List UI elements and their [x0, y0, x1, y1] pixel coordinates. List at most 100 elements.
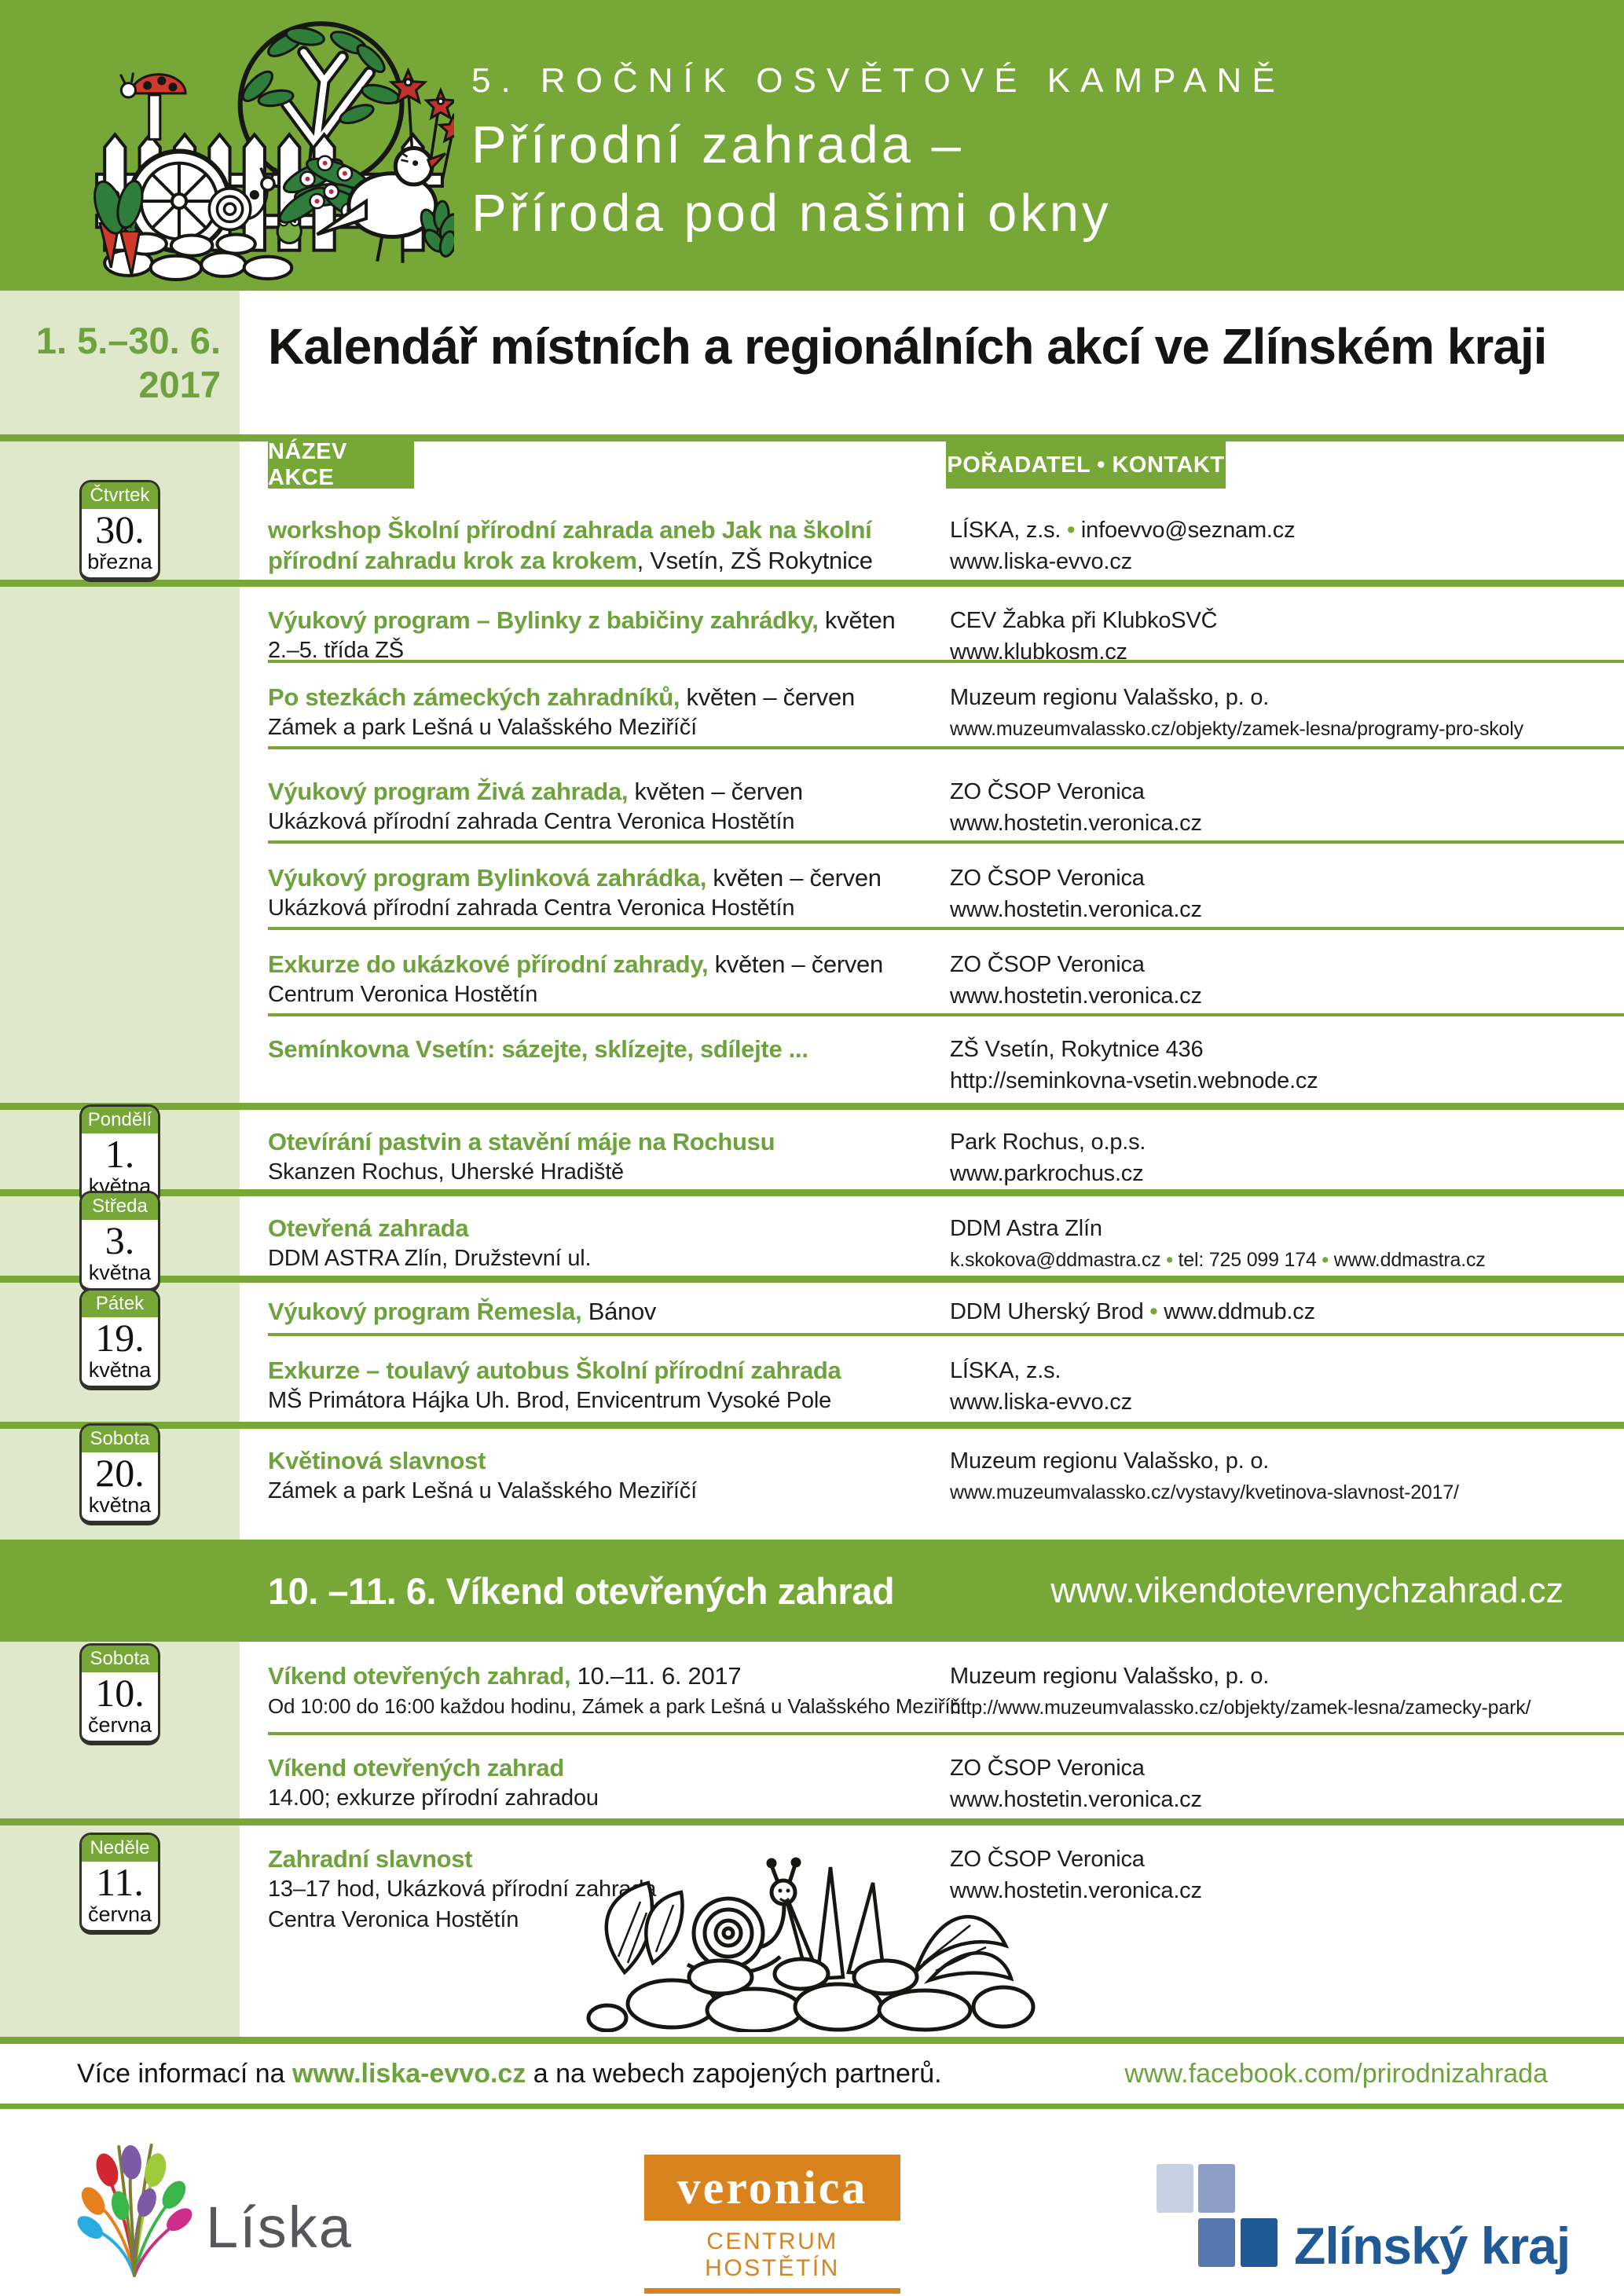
- event-detail: 2.–5. třída ZŠ: [268, 638, 404, 663]
- event-detail: Od 10:00 do 16:00 každou hodinu, Zámek a…: [268, 1694, 966, 1718]
- organizer-line: k.skokova@ddmastra.cz • tel: 725 099 174…: [950, 1249, 1486, 1271]
- event-organizer-column: ZO ČSOP Veronica www.hostetin.veronica.cz: [950, 862, 1610, 925]
- date-range-line1: 1. 5.–30. 6.: [35, 320, 221, 361]
- badge-day-name: Neděle: [82, 1835, 158, 1862]
- badge-day-name: Sobota: [82, 1646, 158, 1672]
- event-row: Sobota 10. června Víkend otevřených zahrad,…: [0, 1642, 1624, 1745]
- organizer-line: DDM Astra Zlín: [950, 1216, 1102, 1241]
- row-divider: [268, 746, 1624, 749]
- organizer-line: www.hostetin.veronica.cz: [950, 811, 1202, 836]
- partner-logos: Líska veronica CENTRUM HOSTĚTÍN Zlínský …: [0, 2109, 1624, 2296]
- event-title: Exkurze – toulavý autobus Školní přírodn…: [268, 1357, 841, 1384]
- event-organizer-column: CEV Žabka při KlubkoSVČ www.klubkosm.cz: [950, 605, 1610, 668]
- footer-suffix: a na webech zapojených partnerů.: [526, 2058, 942, 2089]
- organizer-line: CEV Žabka při KlubkoSVČ: [950, 608, 1218, 633]
- badge-day-number: 19.: [95, 1316, 145, 1360]
- event-row: Výukový program – Bylinky z babičiny zah…: [0, 580, 1624, 665]
- footer-band: Více informací na www.liska-evvo.cz a na…: [0, 2037, 1624, 2109]
- date-badge: Pátek 19. května: [79, 1288, 160, 1390]
- event-title: Výukový program Řemesla, Bánov: [268, 1298, 657, 1325]
- organizer-line: LÍSKA, z.s.: [950, 1358, 1061, 1383]
- event-row: Výukový program Živá zahrada, květen – č…: [0, 746, 1624, 840]
- campaign-title-line1: Přírodní zahrada –: [471, 115, 964, 174]
- event-organizer-column: Muzeum regionu Valašsko, p. o. http://www…: [950, 1661, 1610, 1723]
- event-organizer-column: Muzeum regionu Valašsko, p. o. www.muzeum…: [950, 682, 1610, 745]
- event-organizer-column: Park Rochus, o.p.s. www.parkrochus.cz: [950, 1126, 1610, 1189]
- organizer-line: DDM Uherský Brod • www.ddmub.cz: [950, 1299, 1315, 1324]
- date-badge: Čtvrtek 30. března: [79, 480, 160, 582]
- event-row: Exkurze do ukázkové přírodní zahrady, kv…: [0, 927, 1624, 1013]
- bullet-separator: •: [1160, 1249, 1179, 1271]
- organizer-line: www.muzeumvalassko.cz/objekty/zamek-lesn…: [950, 718, 1523, 740]
- event-title: Víkend otevřených zahrad, 10.–11. 6. 201…: [268, 1662, 742, 1690]
- weekend-banner: 10. –11. 6. Víkend otevřených zahrad www…: [0, 1540, 1624, 1642]
- event-detail: 13–17 hod, Ukázková přírodní zahrada: [268, 1877, 657, 1902]
- organizer-line: www.parkrochus.cz: [950, 1161, 1144, 1186]
- event-organizer-column: ZO ČSOP Veronica www.hostetin.veronica.cz: [950, 949, 1610, 1012]
- veronica-logo-box: veronica: [644, 2155, 900, 2221]
- event-title: Víkend otevřených zahrad: [268, 1754, 564, 1782]
- organizer-line: ZO ČSOP Veronica: [950, 866, 1145, 891]
- event-detail: Skanzen Rochus, Uherské Hradiště: [268, 1159, 624, 1185]
- bullet-separator: •: [1316, 1249, 1334, 1271]
- organizer-line: ZŠ Vsetín, Rokytnice 436: [950, 1037, 1204, 1062]
- event-left-column: Otevírání pastvin a stavění máje na Roch…: [268, 1126, 950, 1188]
- row-divider: [0, 580, 1624, 587]
- badge-month: března: [87, 550, 152, 573]
- event-organizer-column: LÍSKA, z.s. • infoevvo@seznam.cz www.lisk…: [950, 514, 1610, 577]
- organizer-line: www.hostetin.veronica.cz: [950, 897, 1202, 922]
- banner-url: www.vikendotevrenychzahrad.cz: [1050, 1570, 1564, 1610]
- row-divider: [268, 1333, 1624, 1336]
- organizer-line: www.liska-evvo.cz: [950, 549, 1132, 574]
- badge-day-name: Sobota: [82, 1426, 158, 1452]
- badge-day-name: Čtvrtek: [82, 482, 158, 509]
- event-row: Sobota 20. května Květinová slavnost Zámek a…: [0, 1422, 1624, 1540]
- event-left-column: Květinová slavnost Zámek a park Lešná u V…: [268, 1445, 950, 1507]
- date-badge: Pondělí 1. května: [79, 1104, 160, 1207]
- liska-logo-text: Líska: [206, 2195, 353, 2260]
- organizer-line: LÍSKA, z.s. • infoevvo@seznam.cz: [950, 518, 1296, 543]
- event-title: Exkurze do ukázkové přírodní zahrady, kv…: [268, 950, 883, 978]
- event-left-column: Exkurze do ukázkové přírodní zahrady, kv…: [268, 949, 950, 1010]
- zlinsky-square-medium: [1198, 2164, 1235, 2213]
- badge-month: května: [88, 1493, 152, 1517]
- event-row: Pátek 19. května Výukový program Řemesla, B…: [0, 1276, 1624, 1390]
- zlinsky-kraj-logo-text: Zlínský kraj: [1294, 2217, 1571, 2275]
- bullet-separator: •: [1061, 518, 1081, 543]
- badge-month: června: [87, 1713, 152, 1737]
- event-organizer-column: DDM Uherský Brod • www.ddmub.cz: [950, 1296, 1610, 1327]
- badge-day-number: 11.: [96, 1860, 144, 1904]
- organizer-line: Muzeum regionu Valašsko, p. o.: [950, 1448, 1270, 1474]
- badge-day-name: Pátek: [82, 1291, 158, 1317]
- event-organizer-column: ZO ČSOP Veronica www.hostetin.veronica.cz: [950, 776, 1610, 839]
- footer-info-text: Více informací na www.liska-evvo.cz a na…: [77, 2059, 942, 2089]
- date-badge: Středa 3. května: [79, 1191, 160, 1293]
- badge-day-number: 3.: [104, 1218, 135, 1262]
- organizer-line: ZO ČSOP Veronica: [950, 1847, 1145, 1872]
- event-title: Semínkovna Vsetín: sázejte, sklízejte, s…: [268, 1035, 808, 1063]
- event-left-column: Víkend otevřených zahrad, 10.–11. 6. 201…: [268, 1661, 966, 1722]
- organizer-line: ZO ČSOP Veronica: [950, 952, 1145, 977]
- banner-title: 10. –11. 6. Víkend otevřených zahrad: [268, 1569, 895, 1612]
- event-left-column: Víkend otevřených zahrad 14.00; exkurze p…: [268, 1752, 950, 1814]
- event-title: Výukový program Bylinková zahrádka, květ…: [268, 864, 882, 892]
- event-detail: 14.00; exkurze přírodní zahradou: [268, 1785, 599, 1811]
- date-badge: Sobota 10. června: [79, 1643, 160, 1745]
- event-detail: MŠ Primátora Hájka Uh. Brod, Envicentrum…: [268, 1388, 832, 1413]
- event-row: Pondělí 1. května Otevírání pastvin a stavě…: [0, 1103, 1624, 1207]
- event-left-column: workshop Školní přírodní zahrada aneb Ja…: [268, 514, 950, 576]
- organizer-line: Park Rochus, o.p.s.: [950, 1130, 1146, 1155]
- badge-day-number: 30.: [95, 507, 145, 551]
- column-header-event-name: NÁZEV AKCE: [268, 439, 414, 490]
- footer-liska-url: www.liska-evvo.cz: [292, 2058, 526, 2089]
- date-badge: Sobota 20. května: [79, 1423, 160, 1525]
- event-left-column: Výukový program Živá zahrada, květen – č…: [268, 776, 950, 837]
- event-row: Středa 3. května Otevřená zahrada DDM ASTRA …: [0, 1189, 1624, 1293]
- row-divider: [268, 1732, 1624, 1735]
- campaign-header: 5. ROČNÍK OSVĚTOVÉ KAMPANĚ Přírodní zahr…: [0, 0, 1624, 291]
- subheader: Kalendář místních a regionálních akcí ve…: [0, 291, 1624, 434]
- event-left-column: Zahradní slavnost 13–17 hod, Ukázková pří…: [268, 1844, 950, 1935]
- event-organizer-column: DDM Astra Zlín k.skokova@ddmastra.cz • te…: [950, 1213, 1610, 1276]
- event-left-column: Výukový program – Bylinky z babičiny zah…: [268, 605, 950, 666]
